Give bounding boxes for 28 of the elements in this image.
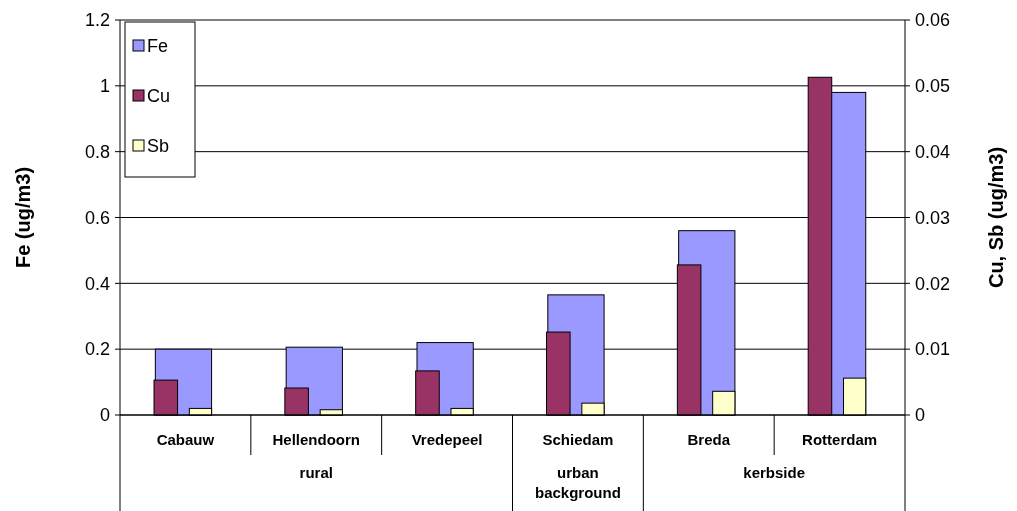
- text: rural: [299, 464, 333, 481]
- x-tick-label: Cabauw: [156, 431, 215, 448]
- x-tick-label: Breda: [687, 431, 731, 448]
- y-tick-label: 0.2: [84, 339, 110, 360]
- y-tick-label: 0.6: [84, 207, 110, 228]
- x-tick-label: Hellendoorn: [272, 431, 361, 448]
- y2-tick-label: 0.03: [915, 207, 951, 228]
- y2-tick-label: 0: [915, 405, 926, 426]
- y-tick-label: 1.2: [84, 10, 110, 31]
- y2-tick-label: 0.05: [915, 76, 951, 97]
- y-tick-label: 1: [99, 76, 110, 97]
- y2-tick-label: 0.04: [915, 141, 951, 162]
- legend-label: Sb: [147, 136, 170, 157]
- x-tick-label: Rotterdam: [802, 431, 878, 448]
- text: kerbside: [743, 464, 806, 481]
- y-tick-label: 0.8: [84, 141, 110, 162]
- y-tick-label: 0.4: [84, 273, 110, 294]
- y2-tick-label: 0.01: [915, 339, 951, 360]
- legend-label: Cu: [147, 86, 171, 107]
- legend-label: Fe: [147, 36, 169, 57]
- y-tick-label: 0: [99, 405, 110, 426]
- y2-tick-label: 0.06: [915, 10, 951, 31]
- x-tick-label: Vredepeel: [411, 431, 483, 448]
- text: urban background: [534, 464, 621, 501]
- y2-axis-title: Cu, Sb (ug/m3): [985, 146, 1007, 289]
- y-axis-title: Fe (ug/m3): [12, 166, 34, 269]
- x-tick-label: Schiedam: [542, 431, 614, 448]
- y2-tick-label: 0.02: [915, 273, 951, 294]
